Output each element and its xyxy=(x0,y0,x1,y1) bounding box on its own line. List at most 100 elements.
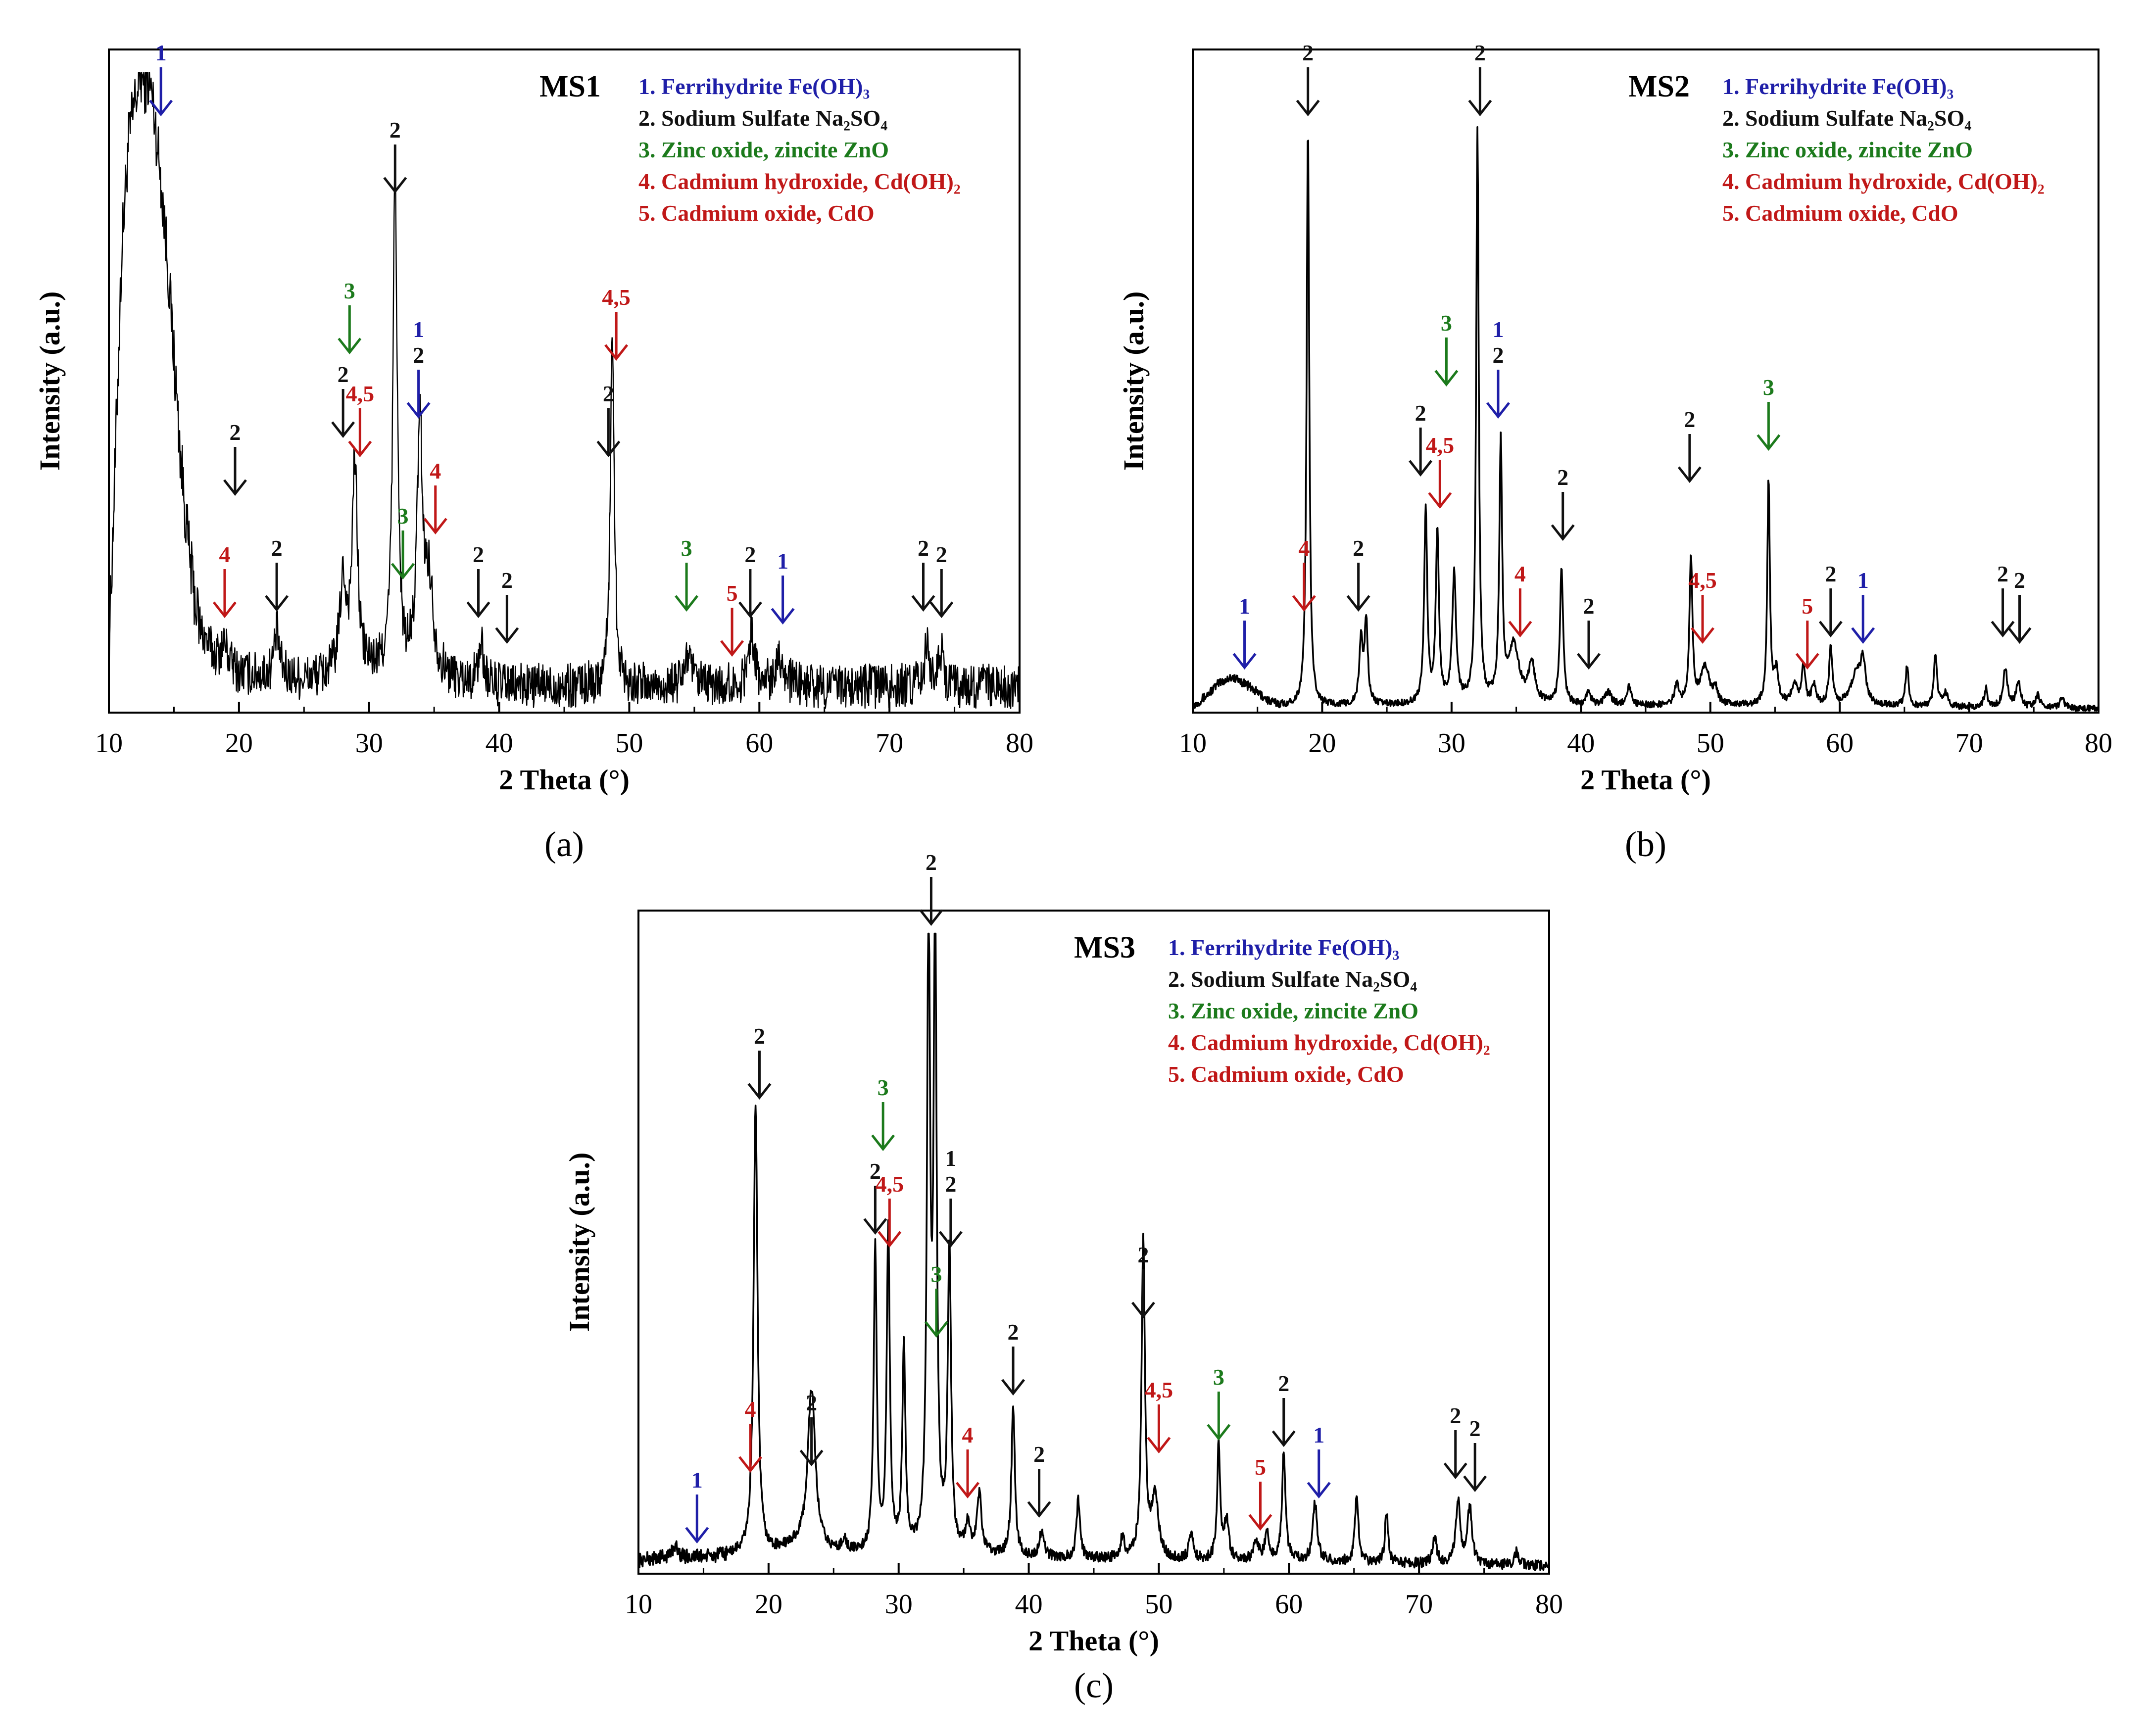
annotation-label: 3 xyxy=(1763,375,1774,400)
annotation-arrow-head xyxy=(929,601,954,619)
annotation-label: 1 xyxy=(1492,317,1504,342)
x-tick-label: 60 xyxy=(1826,728,1854,759)
peak-annotation: 2 xyxy=(738,542,762,619)
annotation-arrow-head xyxy=(495,627,519,644)
annotation-arrow-head xyxy=(911,595,935,612)
x-tick-label: 40 xyxy=(1567,728,1595,759)
annotation-label: 2 xyxy=(870,1158,881,1184)
annotation-arrow-head xyxy=(1818,621,1843,638)
peak-annotation: 3 xyxy=(338,278,362,355)
panel-c: 10 20 30 40 50 60 70 80 2 Theta (°) Intensity (a.… xyxy=(563,850,1563,1705)
annotation-arrow-head xyxy=(331,421,355,438)
panel-caption: (b) xyxy=(1625,824,1666,864)
annotation-label: 2 xyxy=(1415,400,1426,426)
x-tick-label: 70 xyxy=(876,728,903,759)
peak-annotation: 2 xyxy=(466,542,490,619)
y-axis-label: Intensity (a.u.) xyxy=(34,291,66,471)
annotation-arrow-head xyxy=(1757,434,1781,451)
legend-entry: 4. Cadmium hydroxide, Cd(OH)₂ xyxy=(638,169,961,194)
annotation-label: 3 xyxy=(681,535,692,561)
annotation-arrow-head xyxy=(406,402,431,419)
annotation-label: 2 xyxy=(390,117,401,143)
annotation-label: 4,5 xyxy=(602,285,631,310)
annotation-label: 1 xyxy=(1239,593,1250,619)
panel-b: 10 20 30 40 50 60 70 80 2 Theta (°) Intensity (a.… xyxy=(1118,40,2112,864)
peak-annotation: 3 xyxy=(871,1075,895,1152)
annotation-label: 2 xyxy=(1474,40,1486,65)
annotation-arrow-head xyxy=(956,1482,979,1499)
peak-annotation: 2 xyxy=(1001,1319,1025,1396)
annotation-arrow-head xyxy=(1508,621,1532,638)
annotation-arrow-head xyxy=(466,601,490,619)
peak-annotation: 1 xyxy=(1307,1422,1331,1499)
annotation-label: 4,5 xyxy=(1145,1377,1173,1402)
annotation-arrow-head xyxy=(1232,653,1257,670)
annotation-label: 2 xyxy=(1557,465,1568,490)
annotation-label: 4,5 xyxy=(876,1171,904,1197)
annotation-arrow-head xyxy=(338,338,362,355)
annotation-label: 1 xyxy=(945,1146,956,1171)
x-tick-label: 50 xyxy=(615,728,643,759)
annotation-arrow-head xyxy=(1248,1514,1272,1531)
peak-annotation: 2 xyxy=(1577,593,1601,670)
peak-annotation: 2 xyxy=(265,535,289,612)
annotation-label: 2 xyxy=(338,362,349,387)
annotation-arrow-head xyxy=(1443,1462,1467,1480)
annotation-label: 2 xyxy=(1137,1242,1149,1267)
annotation-label: 5 xyxy=(727,580,738,606)
peak-annotation: 2 xyxy=(1551,465,1575,541)
peak-annotation: 2 xyxy=(2007,568,2032,644)
peak-annotation: 4 xyxy=(956,1422,979,1499)
annotation-label: 2 xyxy=(1469,1416,1481,1441)
annotation-arrow-head xyxy=(1468,99,1492,117)
annotation-label: 2 xyxy=(1492,342,1504,368)
peak-annotation: 3 xyxy=(1757,375,1781,451)
peak-annotation: 4,5 xyxy=(1426,433,1454,509)
panel-caption: (c) xyxy=(1074,1666,1114,1705)
annotation-label: 3 xyxy=(878,1075,889,1100)
x-tick-label: 80 xyxy=(1006,728,1033,759)
x-tick-label: 20 xyxy=(1308,728,1336,759)
peak-annotation: 4,5 xyxy=(876,1171,904,1248)
peak-annotation: 2 xyxy=(799,1390,824,1467)
peak-annotation: 2 xyxy=(1991,561,2015,638)
annotation-label: 3 xyxy=(344,278,355,303)
peak-annotation: 4 xyxy=(212,542,237,619)
annotation-label: 4 xyxy=(1298,535,1310,561)
peak-annotation: 2 xyxy=(1271,1371,1296,1447)
annotation-arrow-head xyxy=(1486,402,1510,419)
annotation-label: 5 xyxy=(1802,593,1813,619)
annotation-label: 3 xyxy=(930,1261,942,1287)
peak-annotation: 5 xyxy=(720,580,744,657)
annotation-arrow-head xyxy=(391,563,415,580)
x-tick-label: 30 xyxy=(355,728,383,759)
annotation-label: 2 xyxy=(1353,535,1364,561)
annotation-arrow-head xyxy=(604,344,629,361)
annotation-label: 3 xyxy=(1441,310,1452,336)
annotation-label: 1 xyxy=(691,1467,703,1493)
annotation-arrow-head xyxy=(738,1456,763,1473)
peak-annotation: 3 xyxy=(1207,1364,1231,1441)
peak-annotation: 2 xyxy=(1443,1403,1467,1480)
annotation-label: 4 xyxy=(1514,561,1526,586)
peak-annotation: 2 xyxy=(596,381,621,458)
annotation-label: 3 xyxy=(397,503,409,529)
legend-entry: 1. Ferrihydrite Fe(OH)₃ xyxy=(638,74,870,99)
x-tick-label: 80 xyxy=(2085,728,2112,759)
legend-entry: 3. Zinc oxide, zincite ZnO xyxy=(1168,998,1418,1023)
annotation-label: 2 xyxy=(1997,561,2008,586)
annotation-label: 2 xyxy=(501,568,513,593)
annotation-arrow-head xyxy=(685,1527,709,1544)
panel-caption: (a) xyxy=(544,824,584,864)
annotation-label: 2 xyxy=(1450,1403,1461,1428)
peak-annotation: 4,5 xyxy=(1688,568,1717,644)
annotation-label: 2 xyxy=(473,542,484,567)
annotation-arrow-head xyxy=(1428,492,1452,509)
annotation-arrow-head xyxy=(1463,1475,1487,1493)
annotation-label: 2 xyxy=(413,342,424,368)
legend-entry: 5. Cadmium oxide, CdO xyxy=(1168,1061,1404,1087)
annotation-label: 2 xyxy=(271,535,283,561)
peak-annotation: 4 xyxy=(1508,561,1532,638)
peak-annotation: 21 xyxy=(1486,317,1510,419)
